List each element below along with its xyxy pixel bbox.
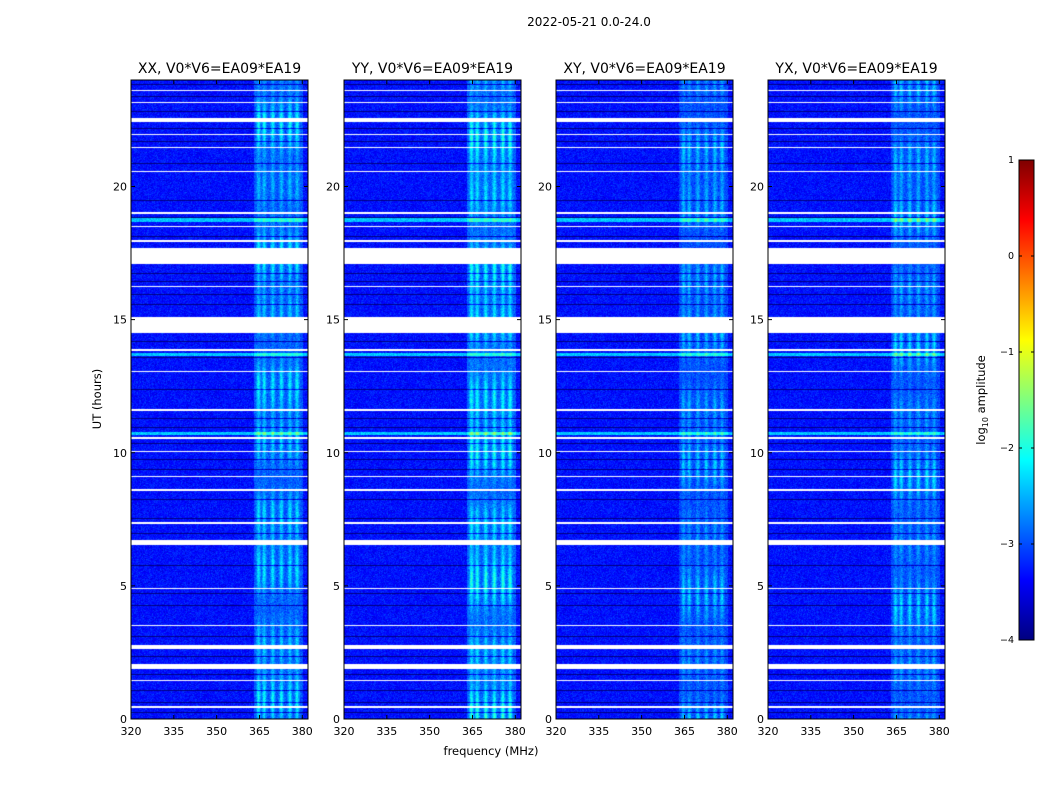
spectrogram-image [344,80,521,719]
panels-group: XX, V0*V6=EA09*EA19 320 335 350 365 380 0 5 10 15… [113,61,950,738]
y-tick-label: 15 [113,314,127,327]
y-tick-label: 20 [538,181,552,194]
x-tick-label: 380 [505,725,526,738]
y-axis-label: UT (hours) [90,369,104,429]
panel-title: YX, V0*V6=EA09*EA19 [774,61,937,77]
y-tick-label: 5 [545,580,552,593]
spectrogram-image [768,80,945,719]
panel-frame [343,79,522,720]
x-tick-label: 320 [546,725,567,738]
y-tick-label: 0 [120,713,127,726]
y-tick-label: 10 [113,447,127,460]
x-tick-label: 365 [674,725,695,738]
x-tick-label: 365 [462,725,483,738]
colorbar-tick-label: 0 [1008,251,1014,262]
colorbar-gradient [1018,159,1035,641]
y-tick-label: 20 [326,181,340,194]
y-tick-label: 10 [538,447,552,460]
y-tick-label: 15 [326,314,340,327]
panel-frame [130,79,309,720]
colorbar-tick-label: 1 [1008,155,1014,166]
panel-title: XX, V0*V6=EA09*EA19 [138,61,301,77]
colorbar: log10 amplitude 1 0 −1 −2 −3 −4 [974,155,1035,646]
panel-frame [767,79,946,720]
panel-title: XY, V0*V6=EA09*EA19 [563,61,725,77]
x-tick-label: 350 [419,725,440,738]
x-tick-label: 380 [292,725,313,738]
x-tick-label: 320 [121,725,142,738]
y-tick-label: 20 [113,181,127,194]
x-tick-label: 380 [717,725,738,738]
y-tick-label: 0 [333,713,340,726]
colorbar-tick-label: −2 [1000,443,1014,454]
y-tick-label: 10 [326,447,340,460]
y-tick-label: 0 [545,713,552,726]
y-tick-label: 5 [120,580,127,593]
panel: XX, V0*V6=EA09*EA19 320 335 350 365 380 0 5 10 15… [113,61,313,738]
panel-title: YY, V0*V6=EA09*EA19 [351,61,513,77]
x-tick-label: 320 [334,725,355,738]
x-tick-label: 365 [886,725,907,738]
y-tick-label: 5 [757,580,764,593]
y-tick-label: 15 [538,314,552,327]
colorbar-tick-label: −1 [1000,347,1014,358]
y-tick-label: 5 [333,580,340,593]
y-tick-label: 0 [757,713,764,726]
y-tick-label: 15 [750,314,764,327]
colorbar-label: log10 amplitude [974,355,990,445]
spectrogram-image [556,80,733,719]
x-tick-label: 350 [843,725,864,738]
panel: YX, V0*V6=EA09*EA19 320 335 350 365 380 0 5 10 15… [750,61,950,738]
panel: YY, V0*V6=EA09*EA19 320 335 350 365 380 0 5 10 15… [326,61,526,738]
x-tick-label: 335 [163,725,184,738]
x-tick-label: 320 [758,725,779,738]
y-tick-label: 10 [750,447,764,460]
x-tick-label: 335 [800,725,821,738]
colorbar-tick-label: −3 [1000,539,1014,550]
x-tick-label: 380 [929,725,950,738]
colorbar-tick-label: −4 [1000,635,1014,646]
spectrogram-image [131,80,308,719]
x-tick-label: 350 [206,725,227,738]
x-axis-label: frequency (MHz) [444,744,539,758]
x-tick-label: 365 [249,725,270,738]
x-tick-label: 335 [588,725,609,738]
x-tick-label: 350 [631,725,652,738]
figure-title: 2022-05-21 0.0-24.0 [527,15,651,29]
panel: XY, V0*V6=EA09*EA19 320 335 350 365 380 0 5 10 15… [538,61,738,738]
y-tick-label: 20 [750,181,764,194]
x-tick-label: 335 [376,725,397,738]
panel-frame [555,79,734,720]
